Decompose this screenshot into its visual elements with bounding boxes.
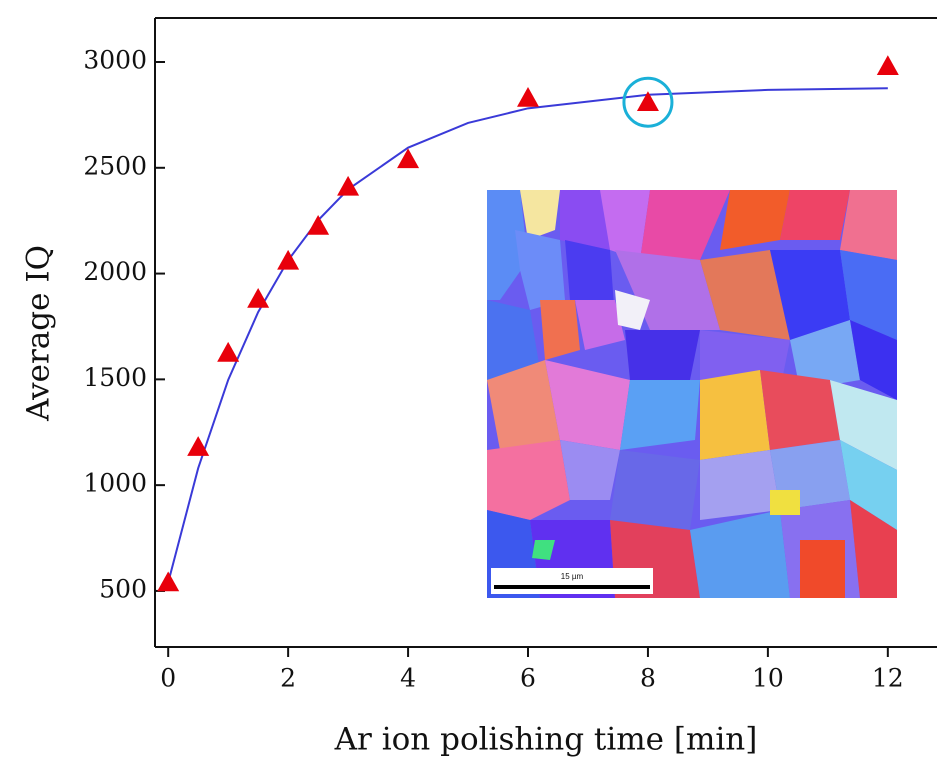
data-point [217, 342, 239, 362]
data-point [877, 55, 899, 75]
y-tick-label: 1000 [83, 469, 147, 498]
y-tick-label: 500 [99, 574, 147, 603]
data-point [307, 215, 329, 235]
data-point [157, 571, 179, 591]
x-tick-label: 0 [160, 664, 176, 693]
x-tick-label: 4 [400, 664, 416, 693]
x-tick-label: 6 [520, 664, 536, 693]
y-tick-label: 1500 [83, 363, 147, 392]
data-point [517, 87, 539, 107]
x-axis-label: Ar ion polishing time [min] [334, 722, 758, 758]
y-tick-label: 2500 [83, 151, 147, 180]
x-tick-label: 2 [280, 664, 296, 693]
y-tick-label: 3000 [83, 46, 147, 75]
data-point [397, 148, 419, 168]
inset-ebsd-map: 15 µm [487, 190, 897, 598]
data-point [277, 250, 299, 270]
data-point [337, 176, 359, 196]
x-tick-label: 8 [640, 664, 656, 693]
y-axis-label: Average IQ [21, 245, 57, 422]
scale-bar-label: 15 µm [561, 572, 584, 581]
x-tick-label: 10 [752, 664, 784, 693]
chart: 15 µm Ar ion polishing time [min] Averag… [0, 0, 937, 761]
y-tick-label: 2000 [83, 257, 147, 286]
x-tick-label: 12 [872, 664, 904, 693]
